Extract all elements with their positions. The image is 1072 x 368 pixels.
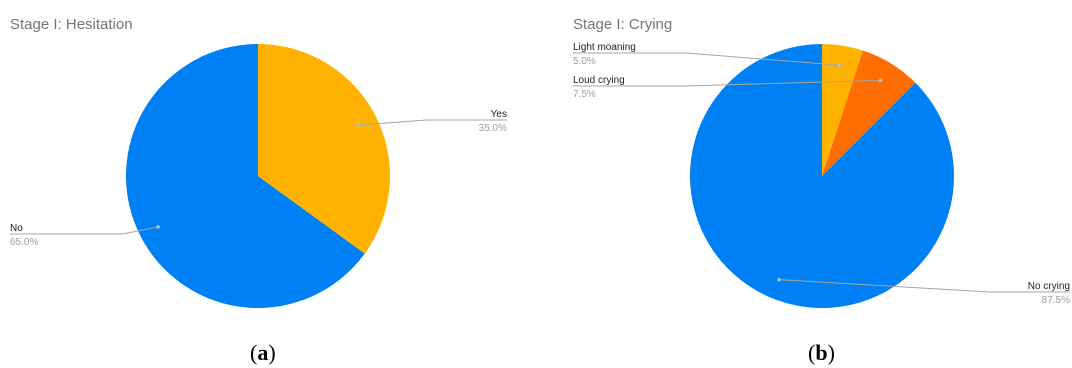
leader-line [573, 52, 840, 66]
pie-slice-loud-crying [822, 50, 916, 176]
leader-dot [777, 277, 781, 282]
leader-line [357, 119, 507, 126]
slice-label-no: No [10, 223, 23, 234]
pie-slice-light-moaning [822, 44, 863, 176]
slice-label-light-moaning: Light moaning [573, 42, 636, 53]
caption-open: ( [808, 340, 815, 365]
slice-percent-yes: 35.0% [479, 123, 507, 134]
pie-slice-yes [258, 44, 390, 254]
slice-percent-no: 65.0% [10, 237, 38, 248]
leader-dot [837, 63, 842, 67]
slice-percent-light-moaning: 5.0% [573, 56, 596, 67]
pie-slices [126, 44, 390, 308]
leader-line [10, 226, 159, 235]
leader-dot [156, 225, 160, 229]
leader-line [573, 79, 881, 87]
pie-chart-crying: Stage I: Crying No crying 87.5% Loud cryin… [573, 16, 1070, 308]
chart-title: Stage I: Crying [573, 16, 672, 33]
leader-line [779, 279, 1070, 293]
leader-dot [356, 123, 360, 127]
slice-labels: No crying 87.5% Loud crying 7.5% Light moani… [573, 42, 1070, 306]
caption-letter: b [815, 340, 827, 365]
panel-caption-a: (a) [250, 340, 276, 365]
caption-close: ) [828, 340, 835, 365]
panel-caption-b: (b) [808, 340, 835, 365]
pie-slices [690, 44, 954, 308]
caption-letter: a [257, 340, 268, 365]
slice-label-no-crying: No crying [1028, 281, 1070, 292]
pie-slice-no [126, 44, 365, 308]
slice-label-yes: Yes [491, 109, 507, 120]
leader-dot [878, 78, 883, 83]
slice-label-loud-crying: Loud crying [573, 75, 625, 86]
caption-open: ( [250, 340, 257, 365]
slice-percent-no-crying: 87.5% [1042, 295, 1070, 306]
caption-close: ) [268, 340, 275, 365]
slice-labels: No 65.0% Yes 35.0% [10, 109, 507, 248]
pie-chart-hesitation: Stage I: Hesitation No 65.0% Yes 35.0% [10, 16, 507, 308]
slice-percent-loud-crying: 7.5% [573, 89, 596, 100]
chart-title: Stage I: Hesitation [10, 16, 133, 33]
